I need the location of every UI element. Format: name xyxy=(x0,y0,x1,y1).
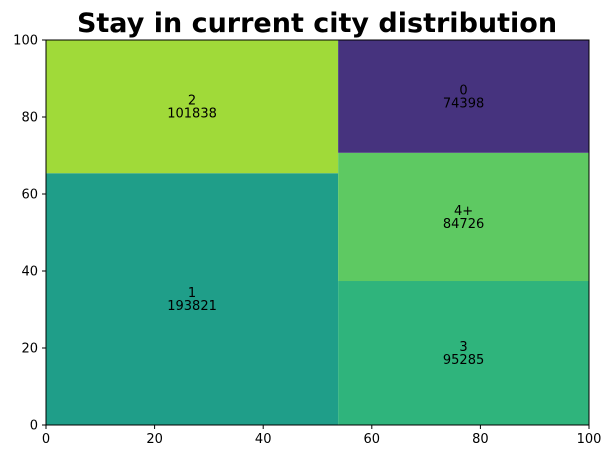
x-tick-label: 80 xyxy=(472,432,489,447)
y-tick-label: 80 xyxy=(21,111,38,126)
cell-value-label: 193821 xyxy=(167,299,217,314)
treemap-cell xyxy=(46,173,339,425)
cell-category-label: 3 xyxy=(459,340,467,355)
y-axis: 0 20 40 60 80 100 xyxy=(13,34,46,434)
x-tick-label: 0 xyxy=(42,432,50,447)
cell-category-label: 1 xyxy=(188,286,196,301)
x-tick-label: 60 xyxy=(364,432,381,447)
treemap-cell xyxy=(338,152,589,282)
cell-category-label: 4+ xyxy=(454,204,473,219)
y-tick-label: 0 xyxy=(30,419,38,434)
treemap-cell xyxy=(338,40,589,153)
y-tick-label: 60 xyxy=(21,188,38,203)
plot-frame xyxy=(45,39,590,426)
y-tick-label: 100 xyxy=(13,34,38,49)
cell-value-label: 74398 xyxy=(443,96,484,111)
x-tick-label: 20 xyxy=(146,432,163,447)
x-tick-label: 40 xyxy=(255,432,272,447)
x-axis: 0 20 40 60 80 100 xyxy=(42,425,602,447)
cell-value-label: 84726 xyxy=(443,217,484,232)
treemap-cell xyxy=(338,281,589,425)
cell-value-label: 101838 xyxy=(167,107,217,122)
cell-category-label: 2 xyxy=(188,94,196,109)
cell-category-label: 0 xyxy=(459,83,467,98)
x-tick-label: 100 xyxy=(577,432,602,447)
chart-title: Stay in current city distribution xyxy=(77,8,557,39)
treemap-cell xyxy=(46,40,339,174)
cell-value-label: 95285 xyxy=(443,353,484,368)
y-tick-label: 40 xyxy=(21,265,38,280)
y-tick-label: 20 xyxy=(21,342,38,357)
